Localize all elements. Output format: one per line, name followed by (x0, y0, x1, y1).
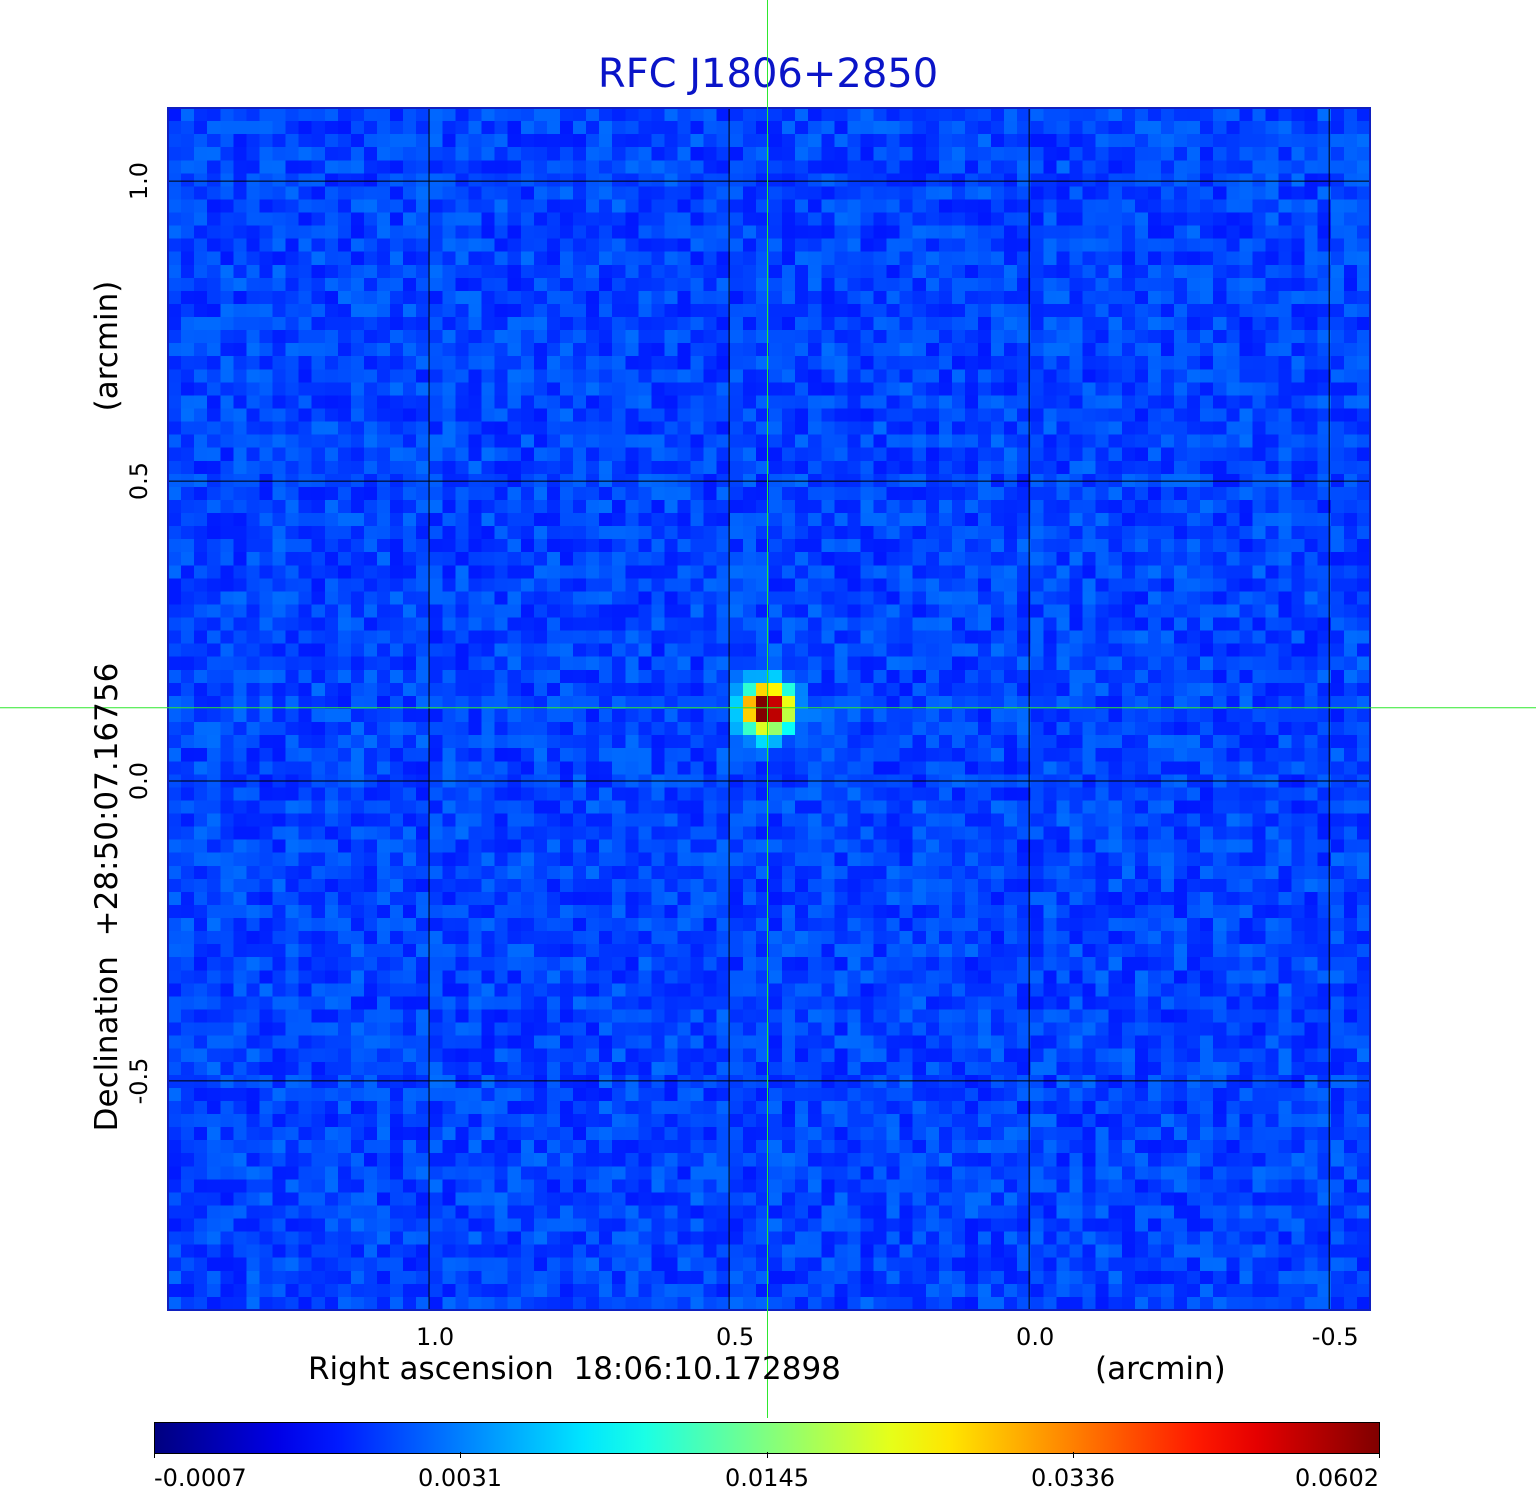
colorbar-tick-label: -0.0007 (154, 1464, 247, 1492)
y-tick-label: -0.5 (125, 1057, 153, 1105)
x-tick-label: 1.0 (415, 1323, 455, 1351)
colorbar (154, 1422, 1380, 1454)
colorbar-tick-label: 0.0336 (1031, 1464, 1115, 1492)
x-tick-label: -0.5 (1311, 1323, 1359, 1351)
crosshair (0, 0, 1536, 1418)
x-axis-unit: (arcmin) (1095, 1351, 1226, 1387)
colorbar-tick (767, 1452, 768, 1458)
y-axis-unit: (arcmin) (89, 280, 125, 412)
y-tick-label: 0.0 (125, 761, 153, 801)
y-tick-label: 0.5 (125, 461, 153, 501)
x-axis-label: Right ascension 18:06:10.172898 (308, 1351, 841, 1387)
colorbar-tick (1379, 1452, 1380, 1458)
colorbar-tick (1073, 1452, 1074, 1458)
x-tick-label: 0.0 (1016, 1323, 1055, 1351)
plot-frame (167, 107, 1371, 1311)
y-tick-label: 1.0 (125, 162, 153, 201)
heatmap-image (168, 108, 1370, 1310)
colorbar-tick-label: 0.0145 (725, 1464, 809, 1492)
y-axis-label: Declination +28:50:07.16756 (89, 662, 125, 1132)
colorbar-tick-label: 0.0602 (1295, 1464, 1379, 1492)
colorbar-tick (154, 1452, 155, 1458)
x-tick-label: 0.5 (715, 1323, 755, 1351)
colorbar-tick (460, 1452, 461, 1458)
colorbar-tick-label: 0.0031 (418, 1464, 502, 1492)
grid-lines (168, 108, 1370, 1310)
